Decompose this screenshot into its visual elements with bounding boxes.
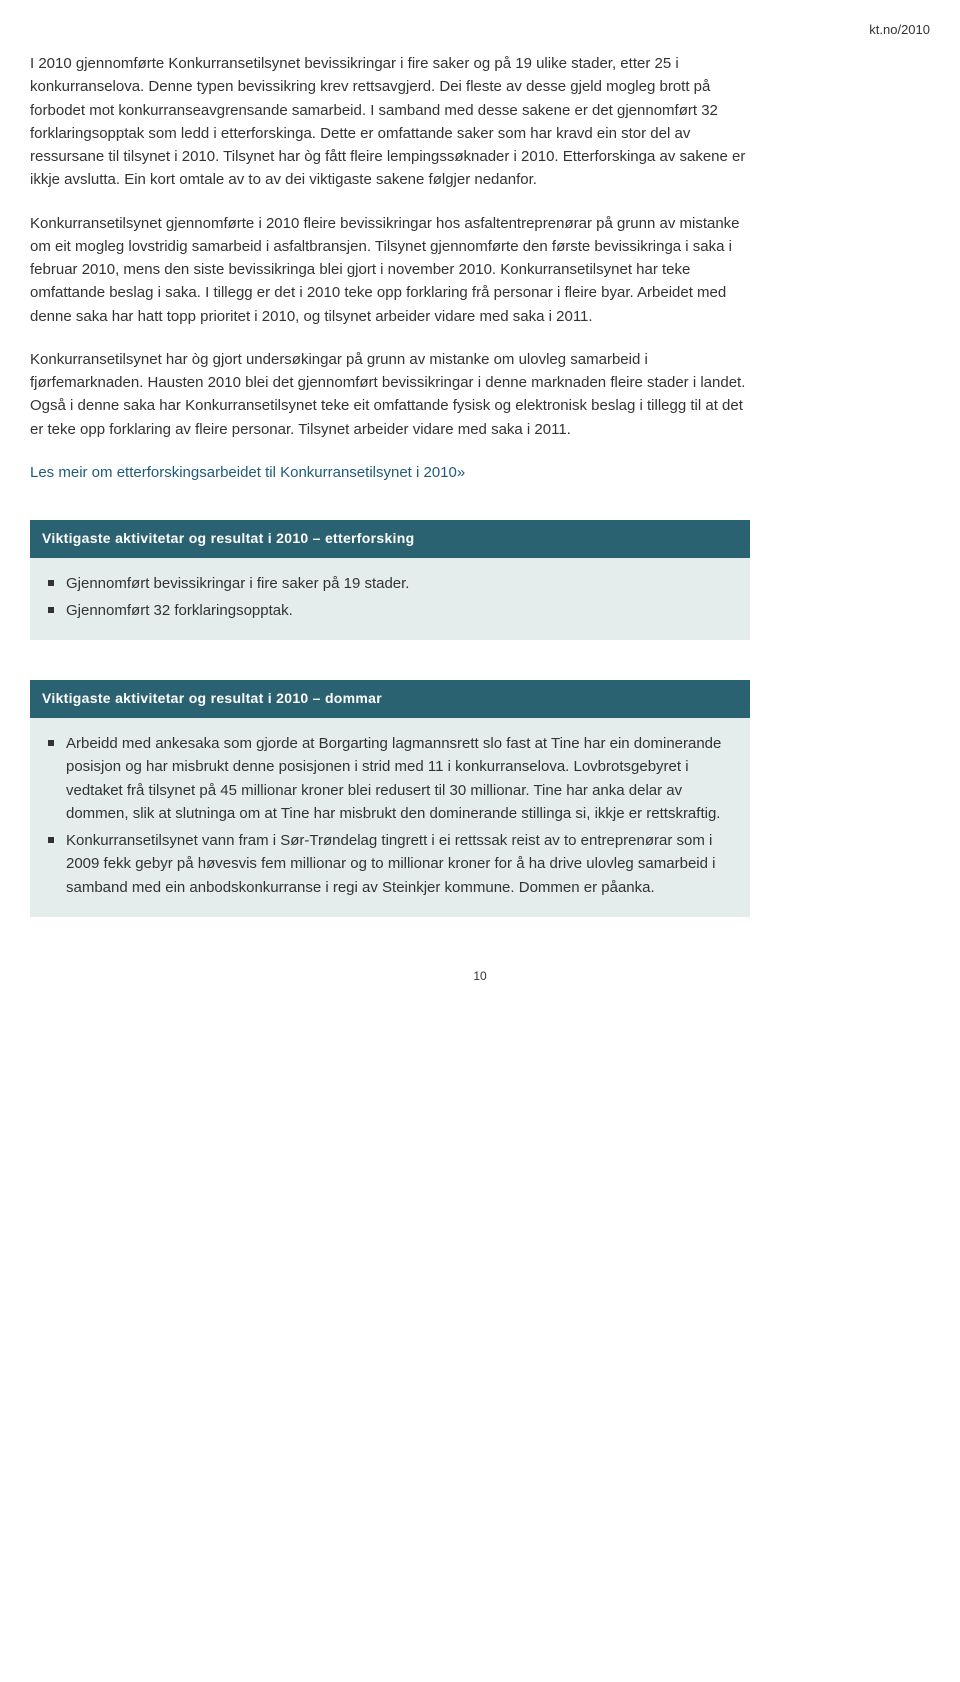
section-header: Viktigaste aktivitetar og resultat i 201… xyxy=(30,520,750,558)
body-paragraph: I 2010 gjennomførte Konkurransetilsynet … xyxy=(30,52,750,192)
list-item: Gjennomført bevissikringar i fire saker … xyxy=(48,572,736,595)
page-number: 10 xyxy=(30,967,930,986)
section-dommar: Viktigaste aktivitetar og resultat i 201… xyxy=(30,680,750,916)
body-paragraph: Konkurransetilsynet gjennomførte i 2010 … xyxy=(30,212,750,328)
main-content: I 2010 gjennomførte Konkurransetilsynet … xyxy=(30,52,750,917)
body-paragraph: Konkurransetilsynet har òg gjort undersø… xyxy=(30,348,750,441)
section-body: Arbeidd med ankesaka som gjorde at Borga… xyxy=(30,718,750,917)
header-source-note: kt.no/2010 xyxy=(30,20,930,40)
list-item: Gjennomført 32 forklaringsopptak. xyxy=(48,599,736,622)
list-item: Konkurransetilsynet vann fram i Sør-Trøn… xyxy=(48,829,736,899)
section-body: Gjennomført bevissikringar i fire saker … xyxy=(30,558,750,641)
list-item: Arbeidd med ankesaka som gjorde at Borga… xyxy=(48,732,736,825)
read-more-link[interactable]: Les meir om etterforskingsarbeidet til K… xyxy=(30,461,750,484)
section-etterforsking: Viktigaste aktivitetar og resultat i 201… xyxy=(30,520,750,640)
section-header: Viktigaste aktivitetar og resultat i 201… xyxy=(30,680,750,718)
